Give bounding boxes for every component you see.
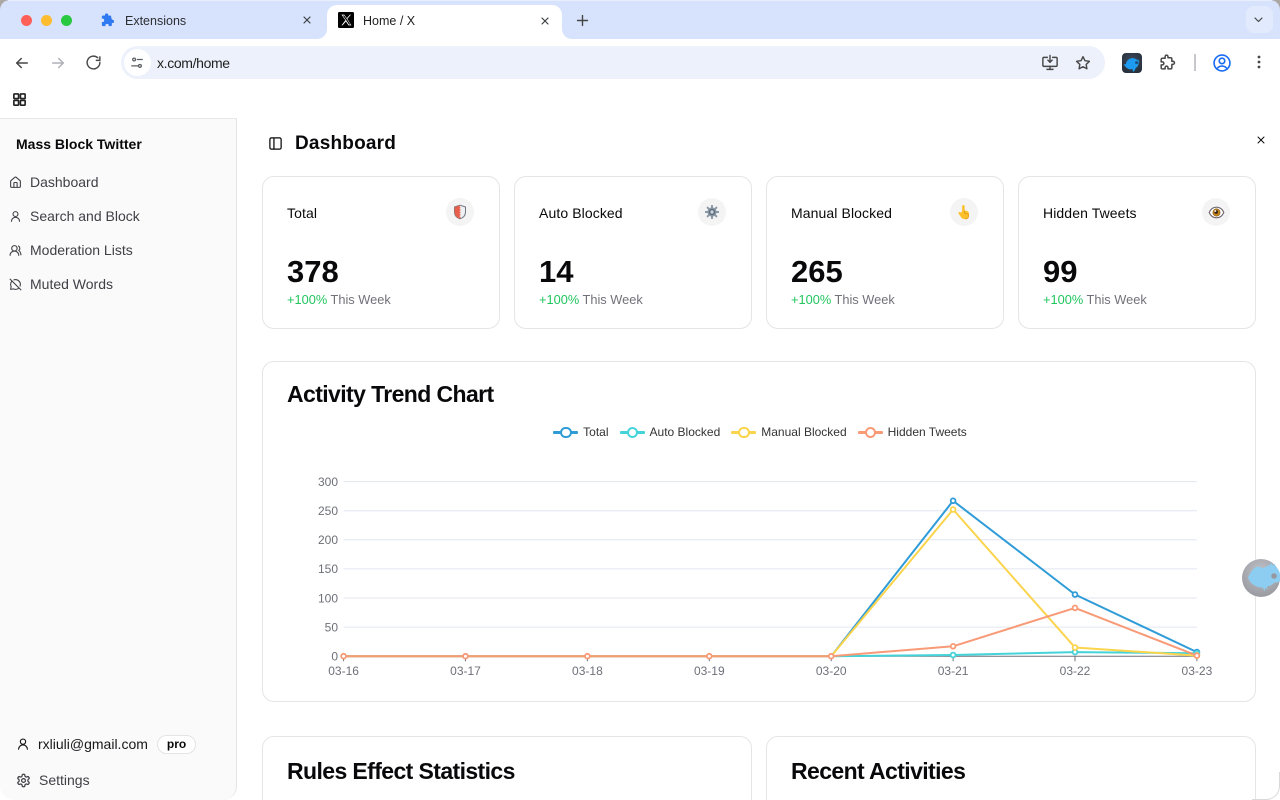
svg-text:200: 200	[318, 533, 338, 547]
svg-text:03-22: 03-22	[1060, 664, 1091, 678]
svg-text:250: 250	[318, 504, 338, 518]
svg-text:50: 50	[325, 620, 339, 634]
svg-text:03-18: 03-18	[572, 664, 603, 678]
svg-text:03-17: 03-17	[450, 664, 481, 678]
svg-text:03-20: 03-20	[816, 664, 847, 678]
svg-text:03-23: 03-23	[1182, 664, 1213, 678]
svg-text:100: 100	[318, 591, 338, 605]
svg-text:0: 0	[331, 650, 338, 664]
svg-text:150: 150	[318, 562, 338, 576]
svg-text:03-16: 03-16	[328, 664, 359, 678]
svg-text:300: 300	[318, 475, 338, 489]
svg-text:03-19: 03-19	[694, 664, 725, 678]
svg-text:03-21: 03-21	[938, 664, 969, 678]
